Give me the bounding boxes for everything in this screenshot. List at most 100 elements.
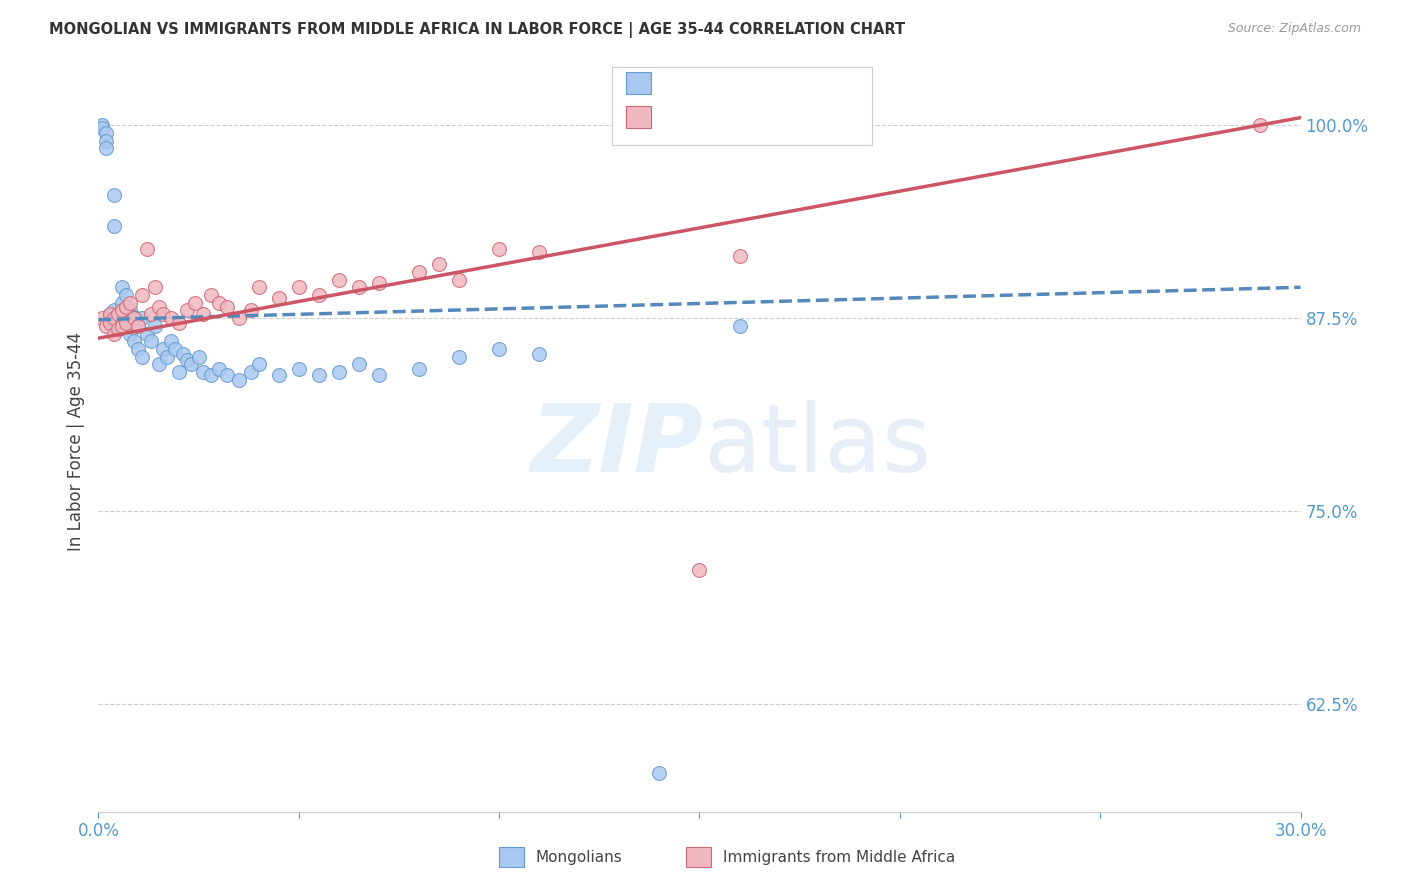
Point [115,318,138,333]
Point [180,358,202,372]
Point [96,134,118,148]
Point [648,766,671,780]
Point [103,326,125,341]
Point [131,350,153,364]
Point [100,306,122,320]
Text: ZIP: ZIP [530,400,703,492]
Point [103,311,125,326]
Point [143,318,166,333]
Point [124,311,146,326]
Point [529,346,551,360]
Point [208,362,231,376]
Point [96,126,118,140]
Point [143,280,166,294]
Point [228,373,250,387]
Point [239,303,262,318]
Point [131,311,153,326]
Point [228,311,250,326]
Point [107,322,129,336]
Point [408,362,430,376]
Point [488,342,510,356]
Point [152,306,174,320]
Point [115,288,138,302]
Text: Mongolians: Mongolians [536,850,623,864]
Point [100,311,122,326]
Point [328,365,350,379]
Point [111,303,134,318]
Point [288,362,311,376]
Point [115,301,138,315]
Point [111,311,134,326]
Point [96,141,118,155]
Point [139,334,162,349]
Point [96,318,118,333]
Point [176,303,198,318]
Point [368,368,391,383]
Point [167,365,190,379]
Point [187,350,209,364]
Point [148,358,170,372]
Point [191,365,214,379]
Text: MONGOLIAN VS IMMIGRANTS FROM MIDDLE AFRICA IN LABOR FORCE | AGE 35-44 CORRELATIO: MONGOLIAN VS IMMIGRANTS FROM MIDDLE AFRI… [49,22,905,38]
Point [103,303,125,318]
Point [111,280,134,294]
Point [215,301,238,315]
Point [200,288,222,302]
Point [100,316,122,330]
Point [247,280,270,294]
Point [100,306,122,320]
Point [135,242,157,256]
Point [159,311,181,326]
Point [107,316,129,330]
Point [115,316,138,330]
Point [131,288,153,302]
Point [728,249,751,264]
Point [347,280,370,294]
Point [135,326,157,341]
Point [139,306,162,320]
Point [529,244,551,259]
Point [103,219,125,233]
Point [128,318,150,333]
Point [176,352,198,367]
Text: Immigrants from Middle Africa: Immigrants from Middle Africa [723,850,955,864]
Point [91,311,114,326]
Point [191,306,214,320]
Point [107,322,129,336]
Point [167,316,190,330]
Point [111,295,134,310]
Point [91,119,114,133]
Text: R = 0.550   N = 46: R = 0.550 N = 46 [665,113,835,131]
Point [247,358,270,372]
Point [688,563,710,577]
Point [1250,119,1272,133]
Point [488,242,510,256]
Text: atlas: atlas [703,400,931,492]
Point [128,342,150,356]
Point [148,301,170,315]
Point [267,368,290,383]
Point [200,368,222,383]
Point [163,342,186,356]
Point [152,342,174,356]
Point [308,368,330,383]
Point [111,318,134,333]
Point [107,306,129,320]
Point [239,365,262,379]
Point [447,350,470,364]
Point [120,295,142,310]
Point [172,346,194,360]
Point [408,265,430,279]
Point [155,350,177,364]
Point [103,187,125,202]
Point [159,334,181,349]
Point [120,326,142,341]
Point [308,288,330,302]
Point [447,272,470,286]
Point [728,318,751,333]
Point [124,310,146,324]
Point [208,295,231,310]
Point [91,121,114,136]
Point [288,280,311,294]
Point [328,272,350,286]
